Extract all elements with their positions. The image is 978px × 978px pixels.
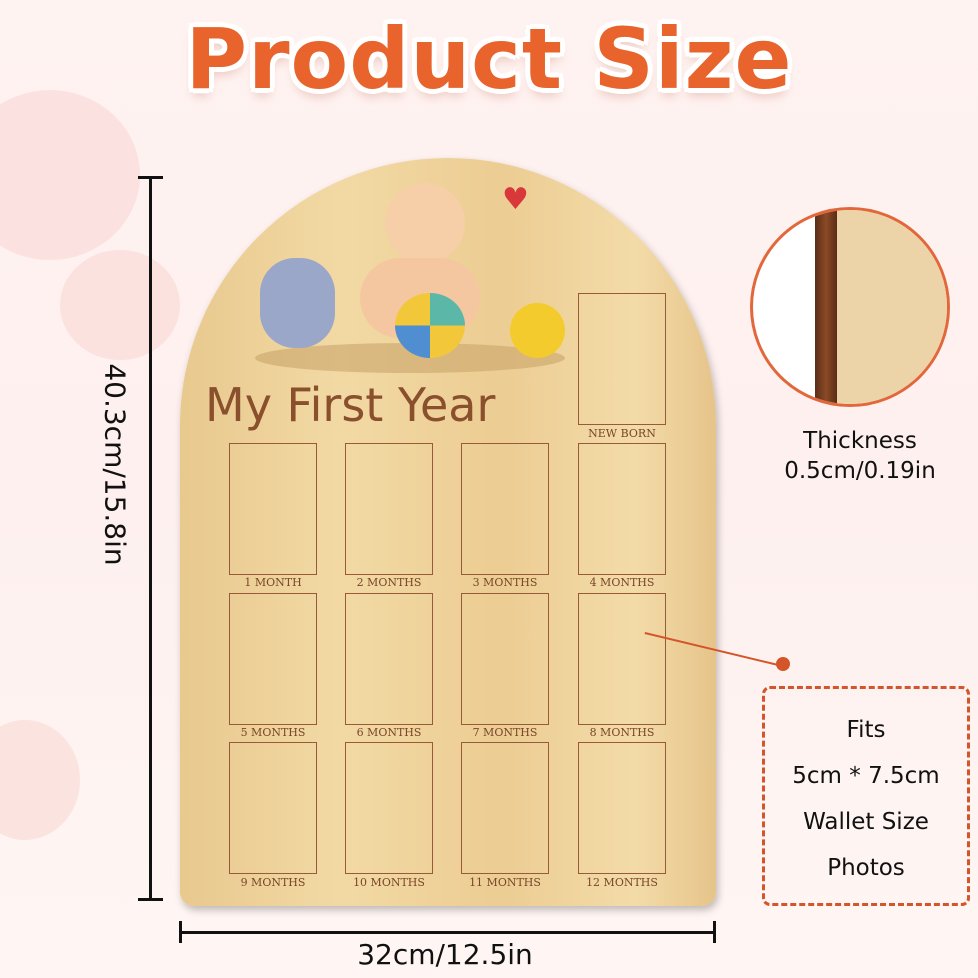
photo-frame	[578, 742, 666, 874]
fits-line: 5cm * 7.5cm	[792, 763, 940, 789]
photo-frame	[461, 742, 549, 874]
connector-dot	[776, 657, 790, 671]
dimension-cap	[138, 898, 163, 901]
board-edge	[815, 210, 837, 404]
thickness-label: Thickness	[803, 428, 917, 454]
ball-illustration	[395, 293, 465, 358]
background-heart	[0, 90, 140, 260]
height-dimension-line	[149, 178, 152, 900]
fits-line: Fits	[846, 717, 886, 743]
duck-illustration	[510, 303, 565, 358]
frame-label: 2 MONTHS	[356, 576, 422, 589]
page-title: Product Size	[185, 10, 793, 108]
background-heart	[60, 250, 180, 360]
frame-label: NEW BORN	[588, 427, 656, 440]
baby-illustration	[385, 183, 465, 263]
width-dimension-line	[180, 931, 715, 934]
background-heart	[0, 720, 80, 840]
frame-label: 4 MONTHS	[589, 576, 655, 589]
frame-label: 3 MONTHS	[472, 576, 538, 589]
photo-frame	[461, 443, 549, 575]
frame-label: 8 MONTHS	[589, 726, 655, 739]
photo-frame	[229, 742, 317, 874]
photo-frame	[345, 742, 433, 874]
photo-frame	[229, 593, 317, 725]
dimension-cap	[138, 176, 163, 179]
frame-label: 10 MONTHS	[353, 876, 425, 889]
width-label: 32cm/12.5in	[357, 938, 533, 971]
frame-label: 7 MONTHS	[472, 726, 538, 739]
thickness-detail-circle	[750, 207, 950, 407]
photo-frame	[461, 593, 549, 725]
height-label: 40.3cm/15.8in	[98, 363, 132, 566]
photo-frame	[229, 443, 317, 575]
frame-label: 1 MONTH	[244, 576, 302, 589]
fits-info-box: Fits 5cm * 7.5cm Wallet Size Photos	[762, 686, 970, 906]
fits-line: Wallet Size	[803, 809, 929, 835]
photo-frame	[578, 593, 666, 725]
board-face	[837, 210, 947, 404]
frame-label: 6 MONTHS	[356, 726, 422, 739]
frame-label: 11 MONTHS	[469, 876, 541, 889]
frame-label: 5 MONTHS	[240, 726, 306, 739]
frame-label: 9 MONTHS	[240, 876, 306, 889]
thickness-info: Thickness 0.5cm/0.19in	[760, 426, 960, 486]
photo-frame	[345, 593, 433, 725]
dimension-cap	[713, 921, 716, 943]
wooden-board: ♥	[180, 158, 716, 906]
photo-frame	[578, 443, 666, 575]
heart-icon: ♥	[502, 182, 529, 217]
dimension-cap	[179, 921, 182, 943]
frame-label: 12 MONTHS	[586, 876, 658, 889]
photo-frame-newborn	[578, 293, 666, 425]
teddy-bear-illustration	[260, 258, 335, 348]
board-heading: My First Year	[205, 378, 496, 432]
thickness-value: 0.5cm/0.19in	[784, 458, 936, 484]
photo-frame	[345, 443, 433, 575]
fits-line: Photos	[827, 855, 905, 881]
